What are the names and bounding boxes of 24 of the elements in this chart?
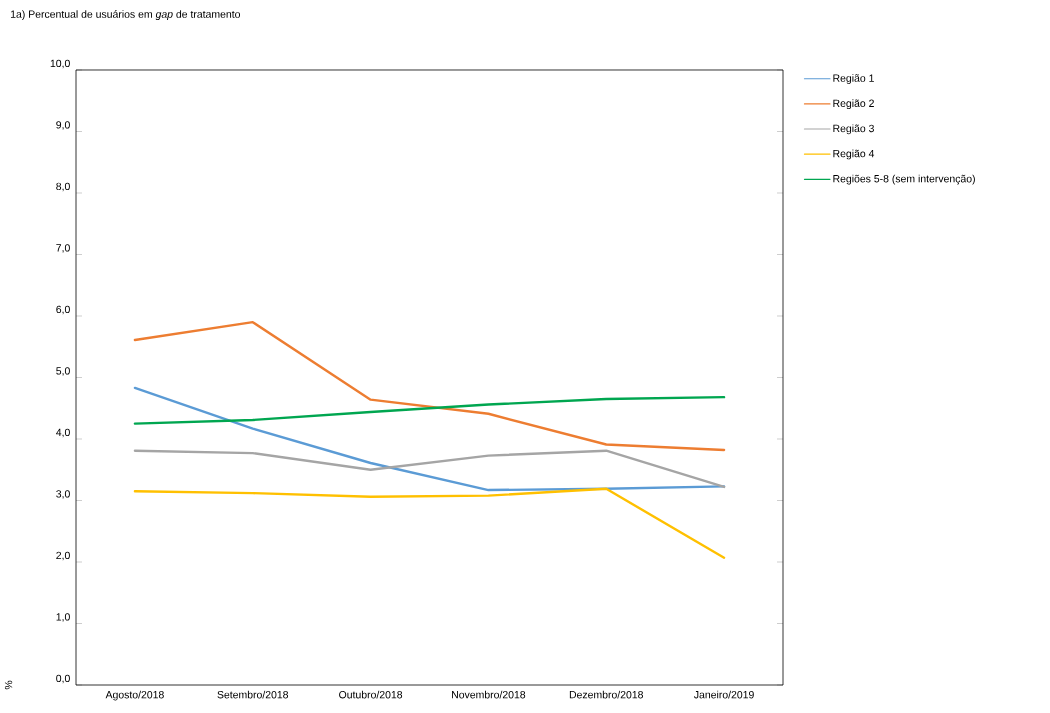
x-tick-label: Agosto/2018	[105, 690, 164, 701]
y-tick-label: 3,0	[56, 490, 70, 499]
y-tick-label: 0,0	[56, 674, 70, 684]
chart-title: 1a) Percentual de usuários em gap de tratamento	[11, 10, 241, 20]
y-tick-label: 7,0	[56, 244, 70, 253]
y-tick-label: 1,0	[56, 613, 70, 622]
y-axis-title: %	[4, 680, 13, 690]
x-tick-label: Setembro/2018	[217, 690, 289, 699]
y-tick-label: 8,0	[56, 182, 70, 192]
x-tick-label: Outubro/2018	[339, 690, 403, 699]
legend-label: Região 1	[833, 74, 874, 84]
legend-label: Região 2	[833, 99, 874, 110]
y-tick-label: 6,0	[56, 305, 70, 315]
legend-label: Região 3	[833, 124, 874, 135]
y-tick-label: 4,0	[56, 428, 70, 438]
y-tick-label: 5,0	[56, 367, 70, 376]
x-tick-label: Dezembro/2018	[569, 690, 643, 699]
y-tick-label: 9,0	[56, 121, 70, 130]
legend-label: Regiões 5-8 (sem intervenção)	[833, 174, 975, 185]
x-tick-label: Novembro/2018	[452, 690, 526, 699]
y-tick-label: 2,0	[56, 551, 70, 561]
legend-label: Região 4	[833, 149, 875, 160]
x-tick-label: Janeiro/2019	[694, 690, 754, 699]
y-tick-label: 10,0	[50, 59, 70, 69]
